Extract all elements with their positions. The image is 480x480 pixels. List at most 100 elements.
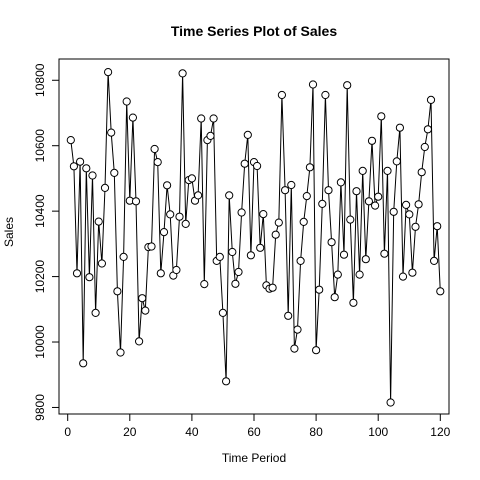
data-point <box>253 161 262 171</box>
y-tick-label: 10800 <box>33 63 47 97</box>
data-point <box>209 114 218 123</box>
data-point <box>79 359 88 368</box>
data-point <box>274 218 283 227</box>
data-point <box>324 186 333 195</box>
data-point <box>349 298 358 307</box>
data-point <box>377 112 386 121</box>
data-point <box>206 131 215 140</box>
data-point <box>290 344 299 353</box>
data-point <box>321 90 330 100</box>
data-point <box>352 187 361 196</box>
data-point <box>256 243 265 252</box>
data-point <box>119 252 128 261</box>
data-point <box>122 97 131 106</box>
data-point <box>107 128 116 137</box>
data-point <box>414 200 423 209</box>
data-point <box>312 346 321 355</box>
x-tick-label: 100 <box>368 425 388 439</box>
data-point <box>128 113 137 122</box>
data-point <box>88 171 97 180</box>
data-point <box>386 398 395 407</box>
data-point <box>296 256 305 265</box>
data-point <box>240 159 249 168</box>
data-point <box>166 210 175 219</box>
data-point <box>69 162 79 171</box>
data-point <box>336 178 345 187</box>
data-point <box>200 280 209 289</box>
sales-series-line <box>70 72 441 403</box>
y-axis-label: Sales <box>2 217 16 247</box>
data-point <box>66 136 75 145</box>
data-point <box>315 285 324 294</box>
data-point <box>91 308 100 317</box>
data-point <box>402 200 411 209</box>
y-tick-label: 10400 <box>33 194 47 228</box>
data-point <box>187 174 196 183</box>
data-point <box>135 337 144 346</box>
data-point <box>420 142 429 152</box>
y-tick-label: 10200 <box>33 260 47 294</box>
data-point <box>405 210 414 219</box>
data-point <box>159 228 169 237</box>
data-point <box>392 157 401 166</box>
data-point <box>268 283 277 292</box>
data-point <box>100 183 110 192</box>
data-point <box>346 215 355 224</box>
chart-title: Time Series Plot of Sales <box>171 23 337 39</box>
sales-data-points <box>66 68 445 407</box>
data-point <box>423 125 432 134</box>
data-point <box>76 157 85 166</box>
data-point <box>94 217 103 226</box>
data-point <box>156 269 165 278</box>
data-point <box>225 191 234 200</box>
data-point <box>302 192 311 201</box>
data-point <box>218 308 227 317</box>
data-point <box>82 164 91 173</box>
data-point <box>234 267 243 277</box>
data-point <box>339 250 349 259</box>
y-axis: 9800 10000 10200 10400 10600 10800 <box>33 63 60 421</box>
data-point <box>243 130 252 139</box>
data-point <box>116 348 125 357</box>
data-point <box>389 207 398 216</box>
data-point <box>408 268 417 277</box>
data-point <box>215 252 224 261</box>
data-point <box>163 181 172 190</box>
data-point <box>222 377 231 386</box>
data-point <box>175 212 184 221</box>
data-point <box>141 306 150 315</box>
y-tick-label: 10000 <box>33 325 47 359</box>
x-tick-label: 0 <box>64 425 71 439</box>
data-point <box>181 219 190 228</box>
data-point <box>355 270 364 279</box>
data-point <box>228 247 237 257</box>
data-point <box>281 186 290 195</box>
data-point <box>138 294 147 303</box>
data-point <box>333 270 342 279</box>
data-point <box>85 273 94 282</box>
data-point <box>433 222 442 231</box>
data-point <box>383 166 392 175</box>
x-tick-label: 80 <box>309 425 323 439</box>
x-axis-label: Time Period <box>222 451 286 465</box>
data-point <box>231 279 240 288</box>
data-point <box>398 272 408 281</box>
data-point <box>343 81 352 90</box>
data-point <box>178 69 187 78</box>
data-point <box>327 238 336 247</box>
data-point <box>417 168 426 177</box>
y-tick-label: 10600 <box>33 129 47 163</box>
data-point <box>371 201 380 210</box>
data-point <box>246 251 255 260</box>
data-point <box>197 114 206 123</box>
data-point <box>426 95 436 105</box>
data-point <box>305 163 314 172</box>
data-point <box>147 242 156 251</box>
data-point <box>367 136 377 145</box>
data-point <box>364 197 373 206</box>
data-point <box>277 90 286 100</box>
data-point <box>172 265 181 275</box>
data-point <box>380 249 389 258</box>
data-point <box>150 144 159 154</box>
